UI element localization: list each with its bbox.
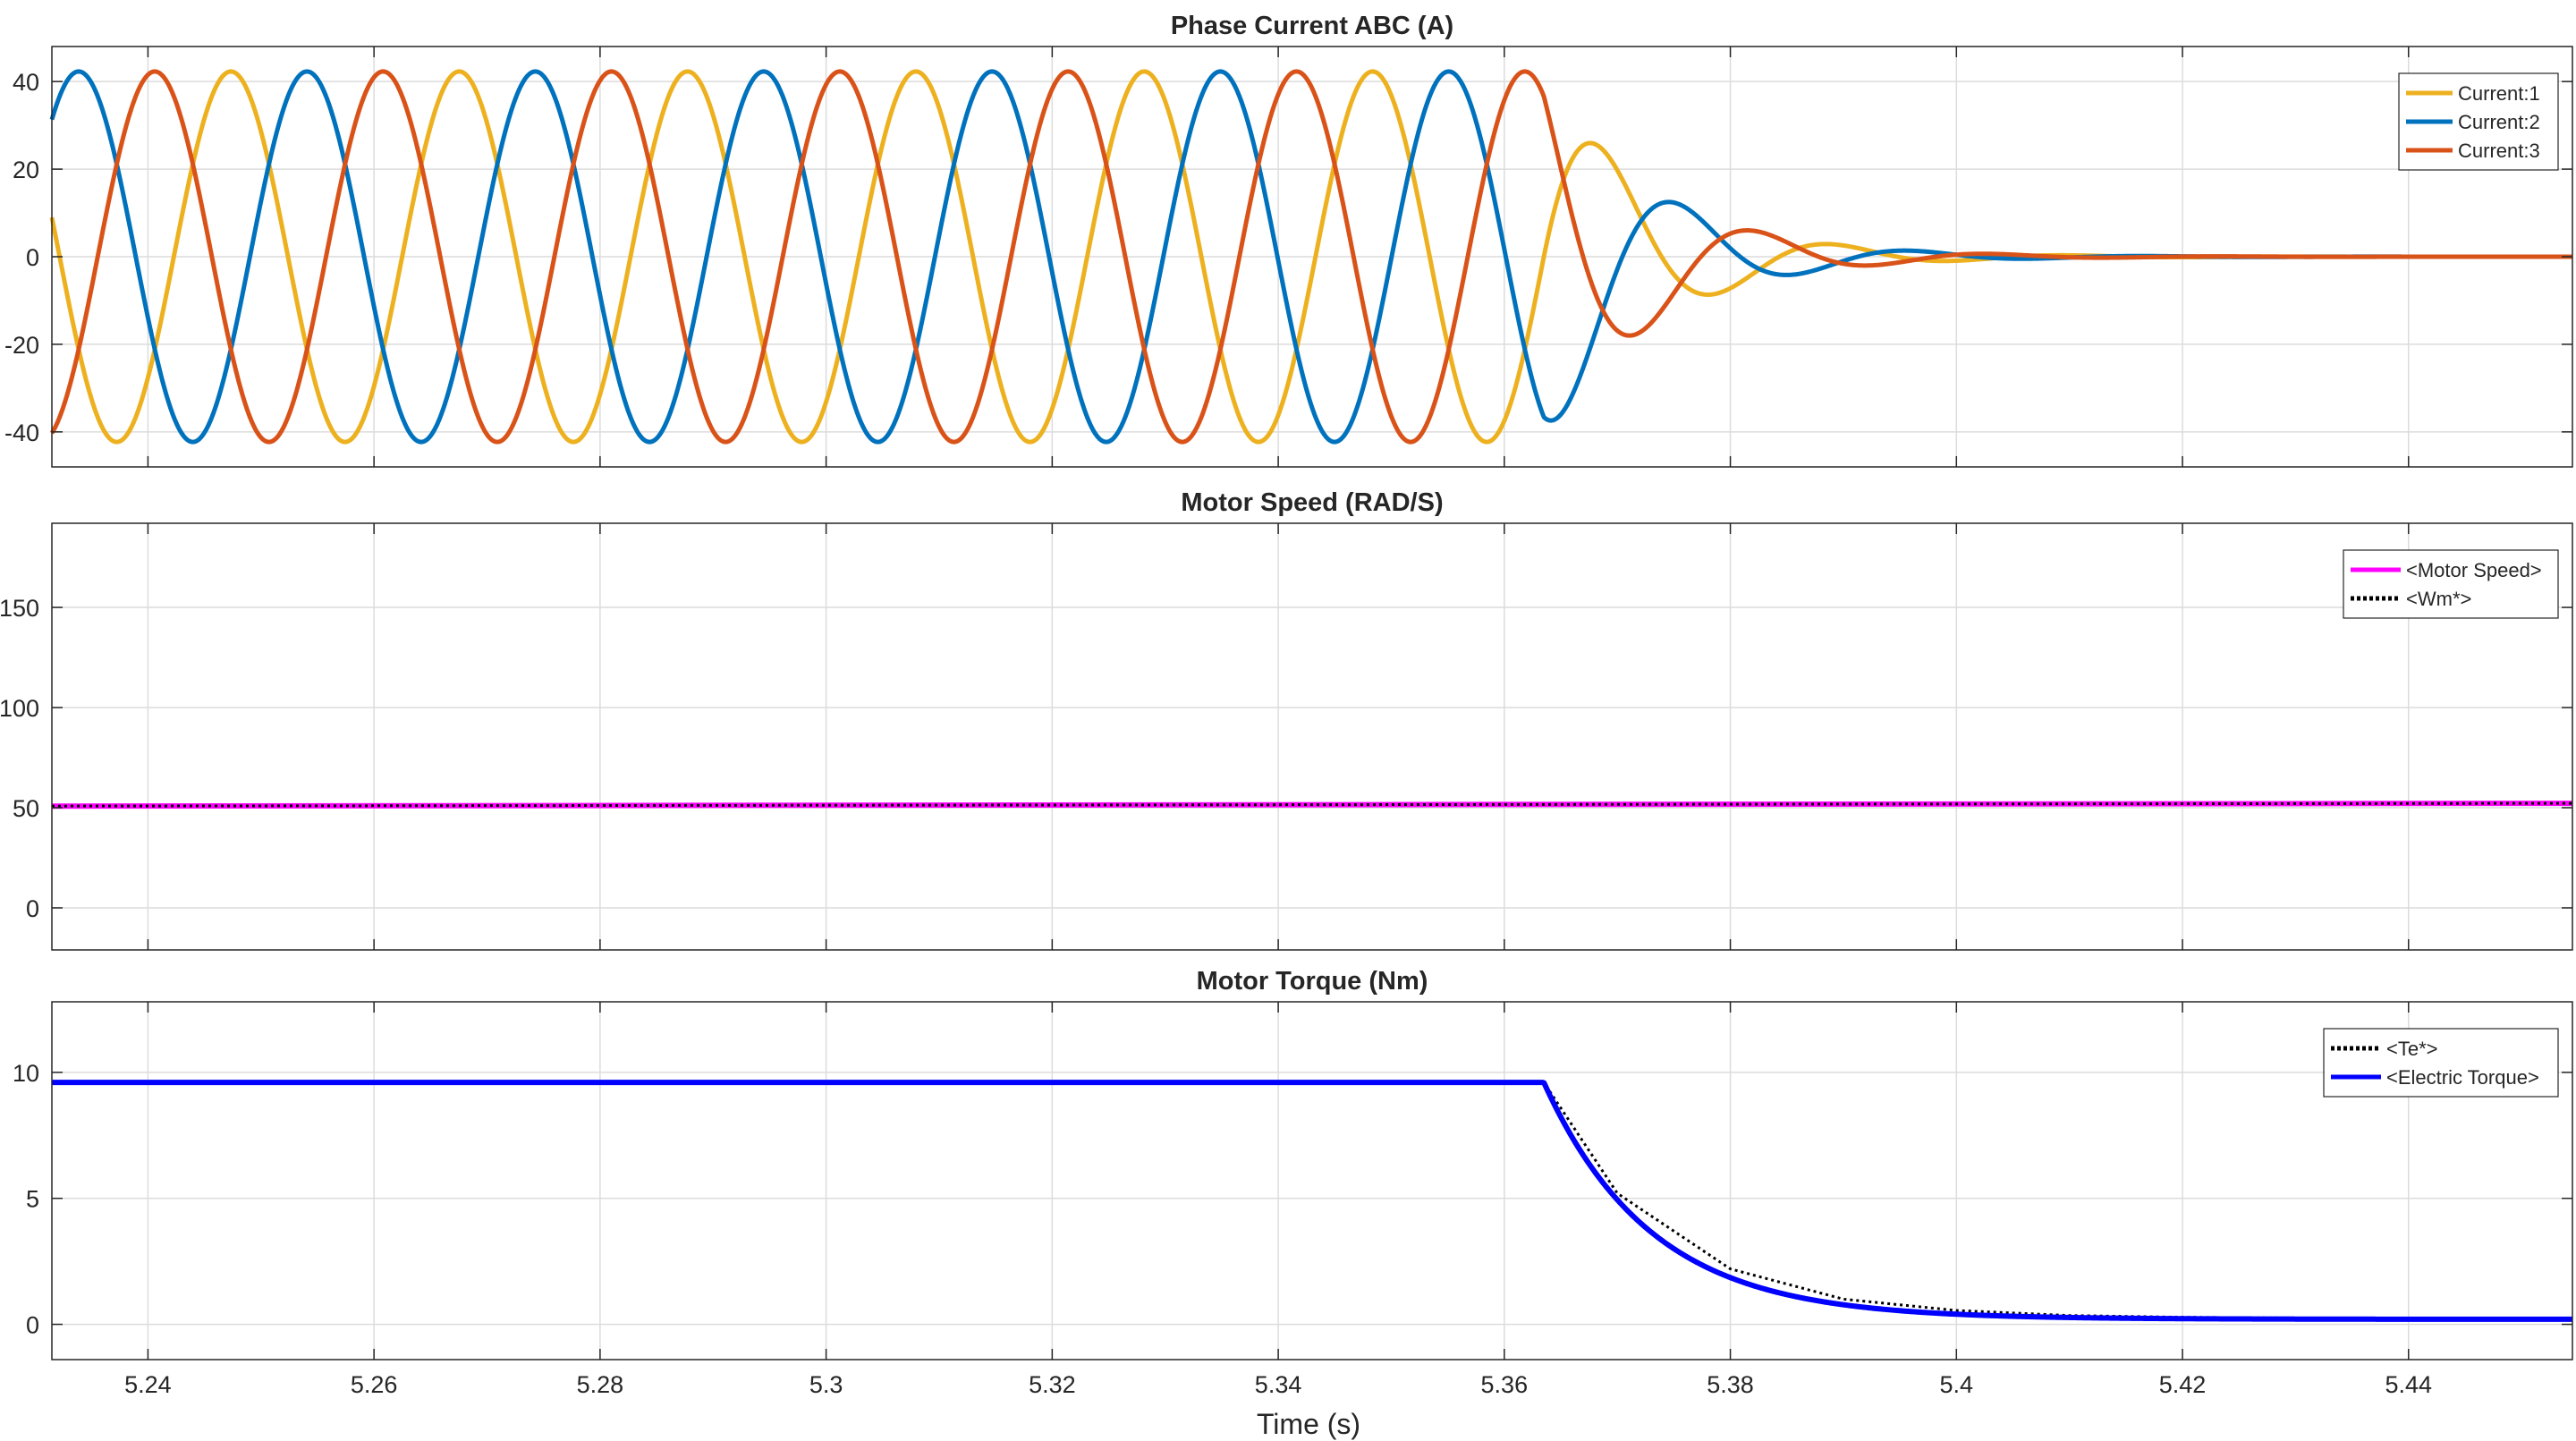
y-tick-label: 0 bbox=[26, 1312, 39, 1339]
chart-title: Motor Torque (Nm) bbox=[1197, 967, 1428, 996]
ticks bbox=[52, 523, 2572, 950]
ticks bbox=[52, 47, 2572, 467]
charts: -40 -20 0 20 40 Phase Current ABC (A) Current:… bbox=[0, 12, 2574, 1398]
legend-label: <Wm*> bbox=[2406, 588, 2471, 610]
legend-box bbox=[2323, 1028, 2559, 1098]
series-group bbox=[49, 69, 2574, 445]
chart-3: 0 5 10 5.24 5.26 5.28 5.3 5.32 5.34 5.36 5.38 5.4 5.… bbox=[13, 967, 2574, 1398]
series-group bbox=[51, 801, 2573, 810]
y-tick-label: 20 bbox=[13, 157, 39, 183]
x-tick-label: 5.4 bbox=[1940, 1371, 1974, 1398]
legend: <Te*> <Electric Torque> bbox=[2323, 1028, 2559, 1098]
axes-box bbox=[51, 522, 2573, 951]
plot-area bbox=[52, 1002, 2572, 1360]
y-tick-label: 100 bbox=[0, 695, 39, 722]
legend-label: Current:1 bbox=[2458, 82, 2540, 105]
legend-label: <Motor Speed> bbox=[2406, 559, 2542, 581]
y-tick-label: 50 bbox=[13, 795, 39, 822]
x-tick-label: 5.42 bbox=[2159, 1371, 2207, 1398]
x-axis-label: Time (s) bbox=[1257, 1408, 1360, 1440]
chart-1: -40 -20 0 20 40 Phase Current ABC (A) Current:… bbox=[4, 12, 2574, 468]
series-line-wm bbox=[51, 801, 2573, 808]
legend: <Motor Speed> <Wm*> bbox=[2343, 549, 2559, 619]
legend-box bbox=[2343, 549, 2559, 619]
plot-area bbox=[52, 523, 2572, 950]
legend: Current:1 Current:2 Current:3 bbox=[2398, 72, 2559, 171]
legend-label: Current:3 bbox=[2458, 140, 2540, 162]
chart-title: Phase Current ABC (A) bbox=[1171, 12, 1453, 40]
y-tick-label: 5 bbox=[26, 1186, 39, 1213]
series-line-electric-torque bbox=[50, 1080, 2574, 1322]
x-tick-label: 5.3 bbox=[809, 1371, 843, 1398]
ticks bbox=[52, 1002, 2572, 1360]
axes-box bbox=[51, 1001, 2573, 1360]
legend-label: Current:2 bbox=[2458, 111, 2540, 133]
x-tick-label: 5.28 bbox=[577, 1371, 624, 1398]
x-tick-label: 5.24 bbox=[124, 1371, 172, 1398]
grid bbox=[52, 1002, 2572, 1360]
y-tick-label: 150 bbox=[0, 595, 39, 622]
y-tick-label: 0 bbox=[26, 895, 39, 922]
x-tick-label: 5.44 bbox=[2385, 1371, 2432, 1398]
x-tick-label: 5.26 bbox=[351, 1371, 398, 1398]
x-tick-label: 5.38 bbox=[1707, 1371, 1754, 1398]
series-group bbox=[50, 1080, 2574, 1322]
y-tick-label: 40 bbox=[13, 69, 39, 96]
x-tick-label: 5.36 bbox=[1481, 1371, 1529, 1398]
chart-2: 0 50 100 150 Motor Speed (RAD/S) <Motor Speed… bbox=[0, 488, 2573, 951]
legend-label: <Te*> bbox=[2386, 1038, 2438, 1060]
x-tick-label: 5.34 bbox=[1255, 1371, 1302, 1398]
chart-title: Motor Speed (RAD/S) bbox=[1181, 488, 1443, 517]
x-tick-label: 5.32 bbox=[1029, 1371, 1076, 1398]
y-tick-label: -40 bbox=[4, 420, 39, 446]
legend-label: <Electric Torque> bbox=[2386, 1066, 2539, 1089]
y-tick-label: 0 bbox=[26, 244, 39, 271]
y-tick-label: 10 bbox=[13, 1060, 39, 1087]
series-line-current-3 bbox=[49, 69, 2574, 445]
y-tick-label: -20 bbox=[4, 332, 39, 359]
